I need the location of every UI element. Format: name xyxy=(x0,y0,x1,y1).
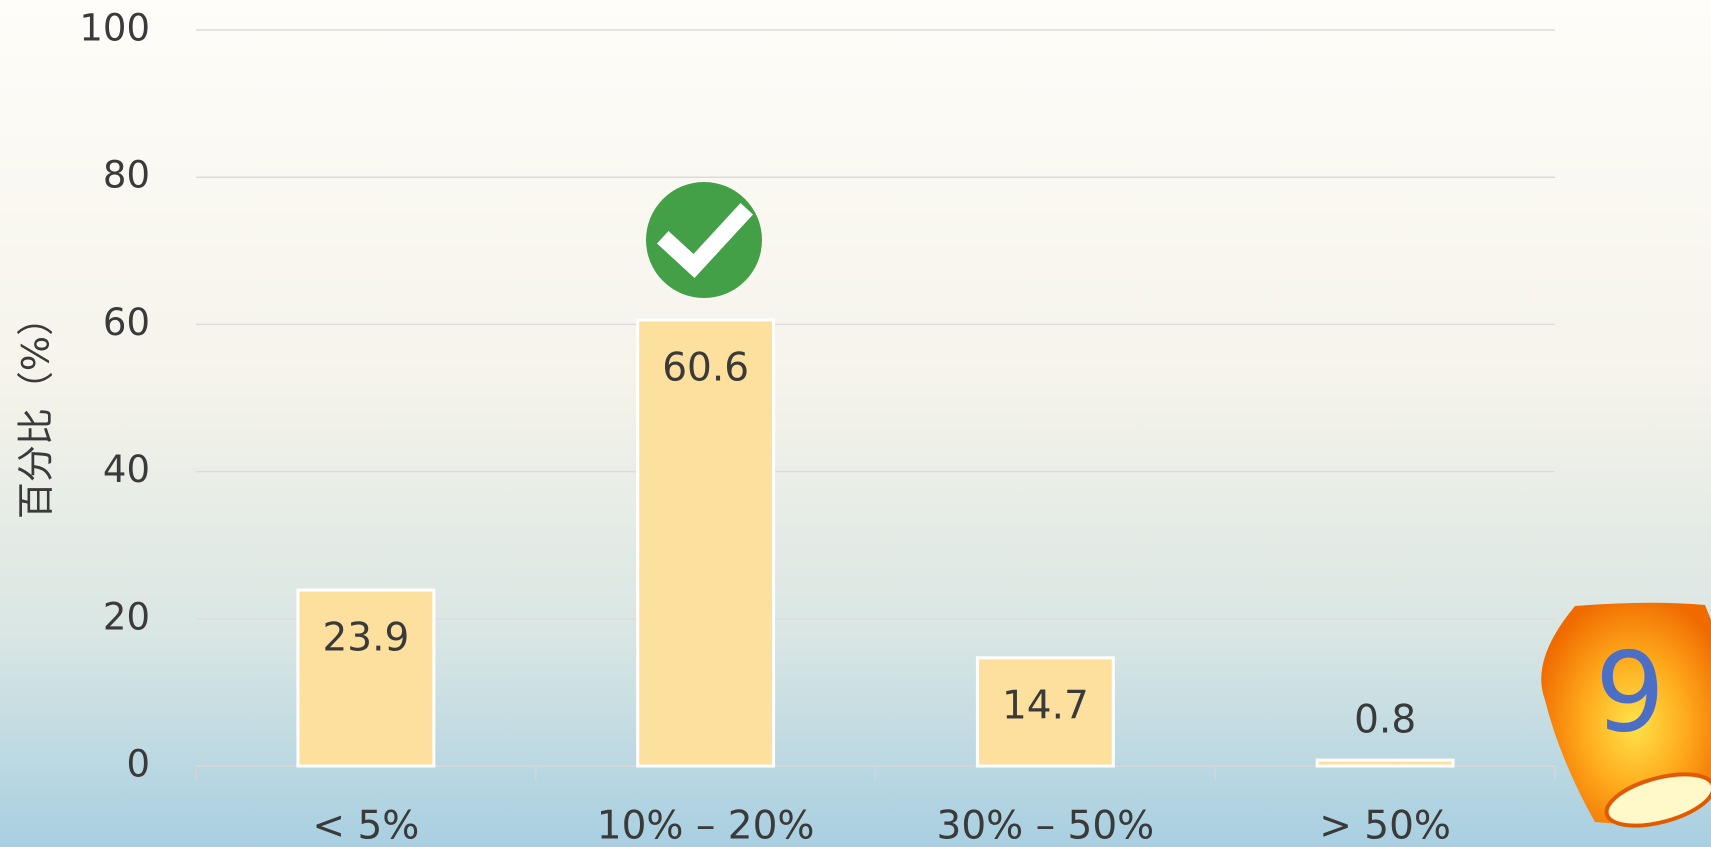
y-tick-label: 20 xyxy=(103,595,150,638)
y-tick-label: 60 xyxy=(103,301,150,344)
x-tick-label: 10% – 20% xyxy=(597,804,815,847)
x-tick-label: < 5% xyxy=(312,804,419,847)
value-label: 60.6 xyxy=(662,345,749,390)
value-label: 14.7 xyxy=(1002,683,1089,728)
y-axis-title: 百分比（%） xyxy=(15,299,58,519)
bar xyxy=(296,588,436,768)
lantern-number: 9 xyxy=(1595,628,1665,756)
value-label: 0.8 xyxy=(1354,698,1416,743)
bar xyxy=(975,656,1115,768)
y-tick-label: 0 xyxy=(126,743,150,786)
value-label: 23.9 xyxy=(322,616,409,661)
bar xyxy=(636,318,776,768)
bar xyxy=(1315,758,1455,768)
lantern: 9 xyxy=(1541,602,1711,828)
y-tick-label: 100 xyxy=(79,7,150,50)
x-tick-label: 30% – 50% xyxy=(937,804,1155,847)
x-tick-label: > 50% xyxy=(1319,804,1451,847)
y-tick-label: 80 xyxy=(103,154,150,197)
correct-mark xyxy=(646,182,762,298)
y-tick-label: 40 xyxy=(103,448,150,491)
